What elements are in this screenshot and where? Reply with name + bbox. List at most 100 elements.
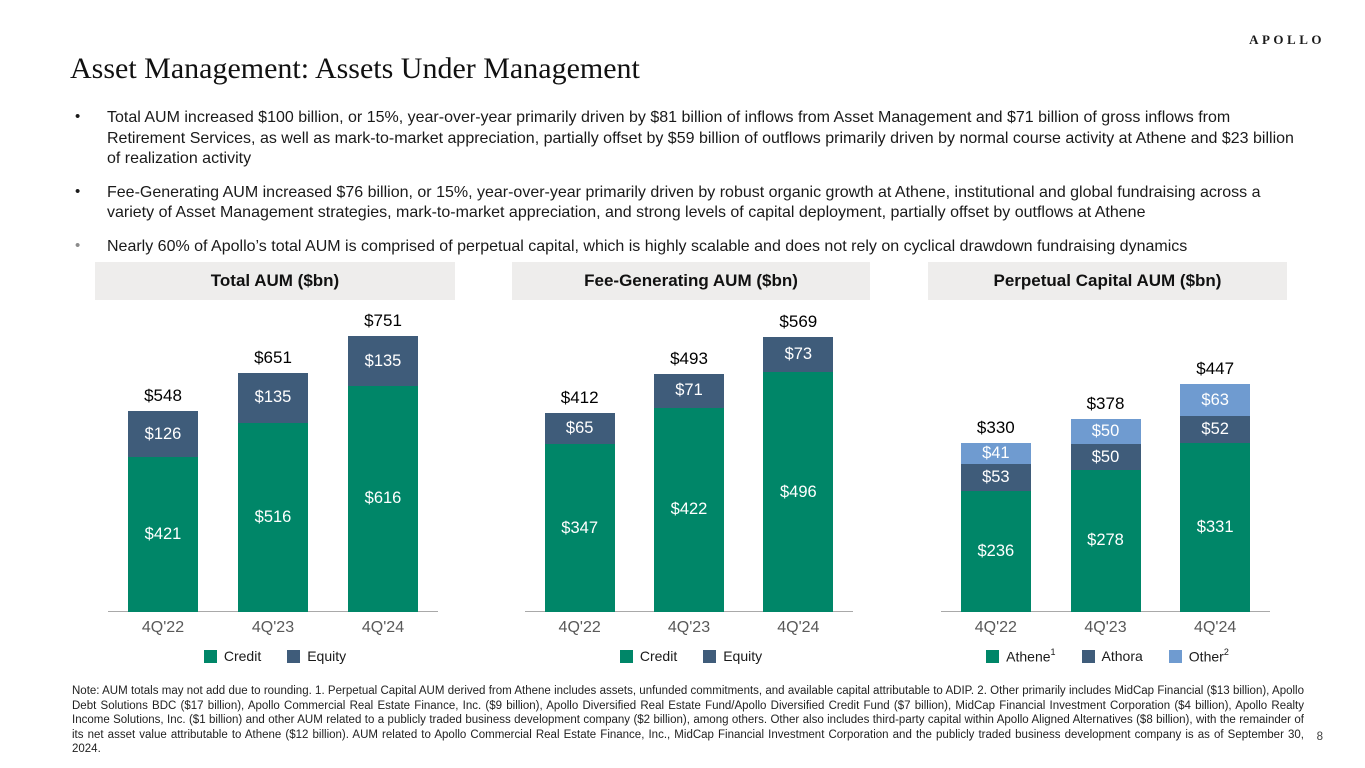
bar-segment-credit: $422	[654, 407, 724, 612]
bar-segment-other: $41	[960, 443, 1031, 465]
segment-value-label: $52	[1201, 419, 1229, 438]
bar-segment-athene: $331	[1180, 442, 1251, 612]
bar-4Q'22: $347 $65	[544, 412, 615, 612]
segment-value-label: $126	[144, 424, 182, 443]
bar-segment-other: $50	[1070, 418, 1141, 445]
segment-value-label: $65	[565, 418, 594, 437]
legend-item-equity: Equity	[287, 648, 346, 664]
bullet-text: Total AUM increased $100 billion, or 15%…	[107, 109, 1294, 167]
segment-value-label: $236	[977, 542, 1015, 561]
total-value-label: $412	[560, 387, 599, 407]
chart-total-aum: Total AUM ($bn) $421 $126 $548 4Q'22 $516 $13…	[95, 262, 455, 682]
chart-legend: Credit Equity	[95, 648, 455, 664]
bar-segment-equity: $135	[238, 373, 308, 423]
legend-item-athene: Athene1	[986, 647, 1056, 665]
legend-item-credit: Credit	[203, 648, 262, 664]
bar-segment-credit: $616	[348, 385, 418, 612]
chart-title-total-aum: Total AUM ($bn)	[95, 262, 455, 300]
chart-legend: Athene1 Athora Other2	[928, 647, 1287, 665]
chart-title-fee-generating-aum: Fee-Generating AUM ($bn)	[512, 262, 870, 300]
bar-4Q'22: $236 $53 $41	[960, 443, 1031, 612]
legend-item-credit: Credit	[619, 648, 678, 664]
bullet-marker	[75, 237, 107, 258]
total-value-label: $651	[254, 348, 292, 368]
legend-label: Credit	[639, 648, 678, 664]
segment-value-label: $616	[364, 489, 402, 508]
bar-segment-athora: $50	[1070, 444, 1141, 470]
total-value-label: $548	[144, 386, 182, 406]
segment-value-label: $135	[254, 388, 292, 407]
segment-value-label: $135	[364, 351, 402, 370]
bar-segment-athora: $52	[1180, 416, 1251, 443]
legend-swatch-icon	[1081, 649, 1095, 663]
chart-plot-area: $236 $53 $41 $330 4Q'22 $278 $50 $50 $378 4Q'23 $3…	[928, 300, 1287, 665]
x-tick-label: 4Q'24	[777, 619, 820, 636]
bar-segment-credit: $516	[238, 422, 308, 612]
bar-segment-credit: $347	[544, 444, 615, 612]
segment-value-label: $278	[1087, 531, 1124, 550]
legend-label: Credit	[223, 648, 262, 664]
segment-value-label: $516	[254, 507, 292, 526]
bar-segment-equity: $65	[544, 412, 615, 445]
bar-segment-equity: $71	[654, 373, 724, 408]
legend-swatch-icon	[619, 649, 633, 663]
total-value-label: $330	[976, 418, 1015, 438]
chart-plot-area: $347 $65 $412 4Q'22 $422 $71 $493 4Q'23 $496 $73 $…	[512, 300, 870, 664]
bar-segment-credit: $496	[763, 372, 834, 612]
footnote: Note: AUM totals may not add due to roun…	[72, 685, 1304, 756]
bar-segment-credit: $421	[128, 457, 198, 612]
bar-4Q'24: $616 $135	[348, 336, 418, 612]
x-tick-label: 4Q'23	[667, 619, 711, 636]
legend-label: Equity	[307, 648, 347, 664]
segment-value-label: $63	[1201, 390, 1229, 409]
legend-swatch-icon	[986, 649, 1000, 663]
legend-item-other: Other2	[1168, 647, 1229, 665]
segment-value-label: $53	[982, 468, 1010, 487]
chart-legend: Credit Equity	[512, 648, 870, 664]
legend-swatch-icon	[287, 649, 301, 663]
segment-value-label: $422	[670, 500, 708, 519]
total-value-label: $447	[1196, 358, 1235, 378]
page-title: Asset Management: Assets Under Managemen…	[70, 52, 640, 85]
legend-item-equity: Equity	[703, 648, 762, 664]
segment-value-label: $421	[144, 525, 182, 544]
legend-item-athora: Athora	[1081, 648, 1143, 665]
legend-swatch-icon	[203, 649, 217, 663]
x-tick-label: 4Q'23	[1084, 619, 1127, 636]
bar-segment-equity: $126	[128, 411, 198, 458]
x-tick-label: 4Q'24	[361, 619, 405, 636]
x-tick-label: 4Q'24	[1194, 619, 1237, 636]
chart-fee-generating-aum: Fee-Generating AUM ($bn) $347 $65 $412 4Q'2…	[512, 262, 870, 682]
segment-value-label: $71	[675, 381, 703, 400]
bar-segment-other: $63	[1180, 383, 1251, 417]
total-value-label: $569	[779, 311, 818, 331]
chart-perpetual-capital-aum: Perpetual Capital AUM ($bn) $236 $53 $41 $3…	[928, 262, 1287, 682]
page-number: 8	[1316, 731, 1323, 743]
bullet-list: Total AUM increased $100 billion, or 15%…	[75, 108, 1297, 270]
bar-segment-equity: $135	[348, 336, 418, 386]
legend-swatch-icon	[1168, 649, 1182, 663]
total-value-label: $751	[364, 311, 402, 331]
segment-value-label: $41	[982, 444, 1010, 463]
bar-4Q'22: $421 $126	[128, 411, 198, 612]
segment-value-label: $496	[779, 482, 817, 501]
bullet-item-1: Total AUM increased $100 billion, or 15%…	[75, 108, 1297, 170]
bullet-item-2: Fee-Generating AUM increased $76 billion…	[75, 183, 1297, 224]
total-value-label: $493	[670, 348, 708, 368]
bar-4Q'23: $278 $50 $50	[1070, 418, 1141, 612]
bar-4Q'24: $496 $73	[763, 336, 834, 612]
total-value-label: $378	[1086, 393, 1125, 413]
legend-label: Athene1	[1006, 647, 1056, 665]
legend-label: Other2	[1188, 647, 1229, 665]
bar-segment-equity: $73	[763, 336, 834, 373]
legend-label: Athora	[1101, 648, 1143, 665]
legend-label: Equity	[723, 648, 763, 664]
bullet-text: Nearly 60% of Apollo’s total AUM is comp…	[107, 237, 1188, 255]
segment-value-label: $50	[1091, 447, 1120, 466]
x-tick-label: 4Q'23	[251, 619, 295, 636]
legend-swatch-icon	[703, 649, 717, 663]
x-tick-label: 4Q'22	[141, 619, 185, 636]
chart-plot-area: $421 $126 $548 4Q'22 $516 $135 $651 4Q'23 $616 $1…	[95, 300, 455, 664]
bar-4Q'23: $516 $135	[238, 373, 308, 612]
